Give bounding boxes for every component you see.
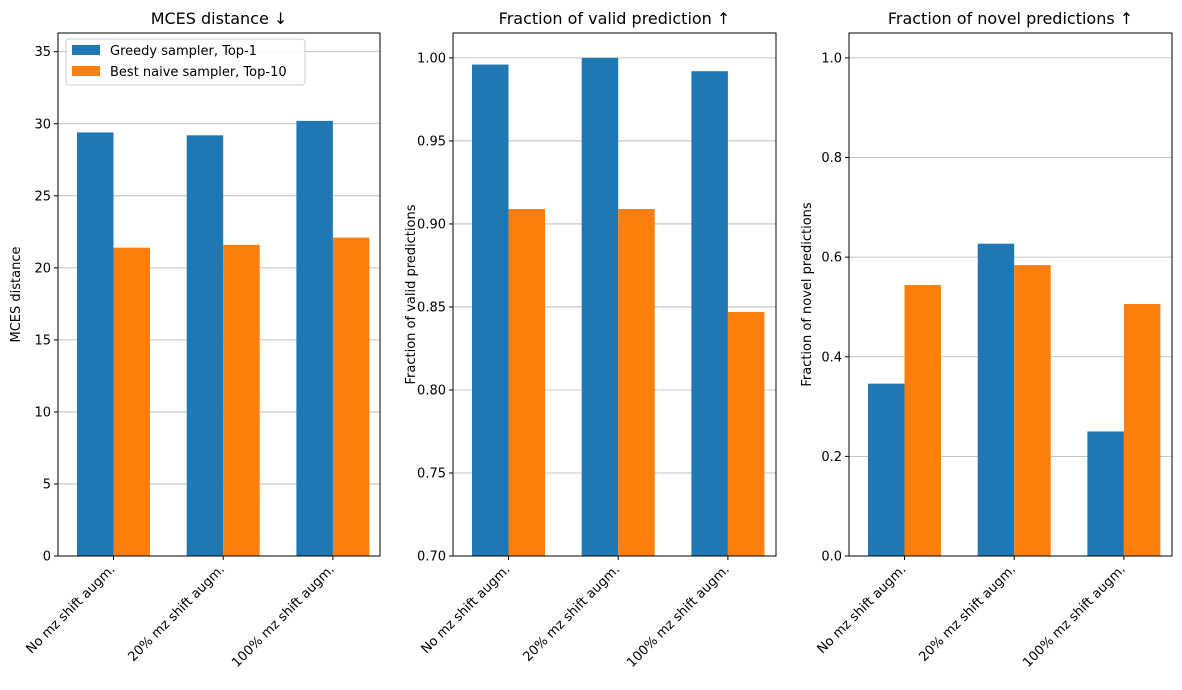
bar [186, 135, 224, 556]
y-tick-label: 0.75 [417, 466, 446, 481]
axes-frame [848, 32, 1173, 557]
axes-frame [452, 32, 777, 557]
y-tick-label: 0.85 [417, 300, 446, 315]
y-tick-label: 1.0 [821, 51, 842, 66]
y-tick-label: 0.95 [417, 134, 446, 149]
bar [1087, 431, 1124, 556]
y-tick-label: 0.0 [821, 550, 842, 565]
bar [581, 57, 619, 557]
chart-title: Fraction of novel predictions ↑ [888, 9, 1133, 28]
bar [77, 132, 114, 557]
legend: Greedy sampler, Top-1 Best naive sampler,… [65, 38, 306, 86]
legend-entry: Greedy sampler, Top-1 [110, 44, 257, 59]
y-tick-label: 10 [34, 405, 51, 420]
y-tick-label: 0.4 [821, 350, 842, 365]
y-tick-label: 0.90 [417, 217, 446, 232]
legend-box [65, 38, 306, 86]
bar [332, 237, 370, 556]
bar [113, 247, 150, 556]
bar [1014, 265, 1051, 556]
y-tick-label: 35 [34, 45, 51, 60]
bar [508, 208, 545, 556]
y-tick-label: 30 [34, 117, 51, 132]
bar [618, 208, 655, 556]
legend-swatch [72, 45, 100, 55]
y-tick-label: 20 [34, 261, 51, 276]
legend-entry: Best naive sampler, Top-10 [110, 65, 287, 80]
chart-title: Fraction of valid prediction ↑ [499, 9, 731, 28]
y-tick-label: 0.6 [821, 251, 842, 266]
y-axis-label: Fraction of valid predictions [404, 204, 419, 384]
bar [1123, 303, 1161, 556]
axes-frame [57, 32, 381, 557]
bar [691, 71, 728, 556]
y-tick-label: 5 [43, 477, 51, 492]
chart-title: MCES distance ↓ [151, 9, 288, 28]
bar [296, 120, 333, 556]
y-tick-label: 15 [34, 333, 51, 348]
y-tick-label: 25 [34, 189, 51, 204]
bar [223, 244, 260, 556]
bar [472, 64, 509, 557]
y-tick-label: 0.80 [417, 383, 446, 398]
y-tick-label: 0.70 [417, 550, 446, 565]
y-tick-label: 1.00 [417, 51, 446, 66]
y-tick-label: 0.2 [821, 450, 842, 465]
bar [868, 383, 905, 556]
y-tick-label: 0.8 [821, 151, 842, 166]
bar [904, 285, 941, 556]
bar [977, 243, 1015, 557]
bar [727, 311, 765, 556]
y-tick-label: 0 [43, 550, 51, 565]
y-axis-label: Fraction of novel predictions [800, 202, 815, 387]
legend-swatch [72, 66, 100, 76]
y-axis-label: MCES distance [9, 247, 24, 343]
